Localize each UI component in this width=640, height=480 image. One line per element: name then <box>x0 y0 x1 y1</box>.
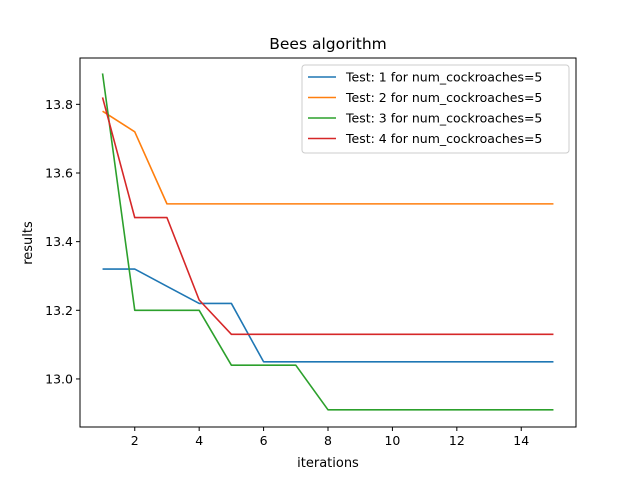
x-tick-label: 4 <box>195 433 203 448</box>
chart-title: Bees algorithm <box>269 35 387 53</box>
legend-label-test-2: Test: 2 for num_cockroaches=5 <box>345 90 542 105</box>
series-line-test-1 <box>102 268 554 363</box>
x-tick-label: 14 <box>513 433 529 448</box>
series-layer <box>101 73 554 411</box>
x-tick-label: 6 <box>260 433 268 448</box>
y-axis-label: results <box>21 221 36 265</box>
series-line-test-3 <box>101 73 554 411</box>
y-axis-ticks: 13.0 13.2 13.4 13.6 13.8 <box>45 97 80 386</box>
series-line-test-4 <box>101 97 554 336</box>
legend-box <box>301 64 570 154</box>
x-tick-label: 12 <box>449 433 465 448</box>
legend-label-test-1: Test: 1 for num_cockroaches=5 <box>345 70 542 85</box>
x-tick-label: 2 <box>131 433 139 448</box>
x-axis-ticks: 2 4 6 8 10 12 14 <box>131 427 529 448</box>
x-tick-label: 8 <box>324 433 332 448</box>
legend-label-test-4: Test: 4 for num_cockroaches=5 <box>345 131 542 146</box>
y-tick-label: 13.4 <box>45 234 73 249</box>
legend: Test: 1 for num_cockroaches=5 Test: 2 for… <box>301 64 570 154</box>
y-tick-label: 13.8 <box>45 97 73 112</box>
legend-label-test-3: Test: 3 for num_cockroaches=5 <box>345 111 542 126</box>
y-tick-label: 13.0 <box>45 371 73 386</box>
y-tick-label: 13.2 <box>45 303 73 318</box>
x-tick-label: 10 <box>384 433 400 448</box>
x-axis-label: iterations <box>297 456 359 471</box>
y-tick-label: 13.6 <box>45 165 73 180</box>
series-line-test-2 <box>102 110 554 205</box>
